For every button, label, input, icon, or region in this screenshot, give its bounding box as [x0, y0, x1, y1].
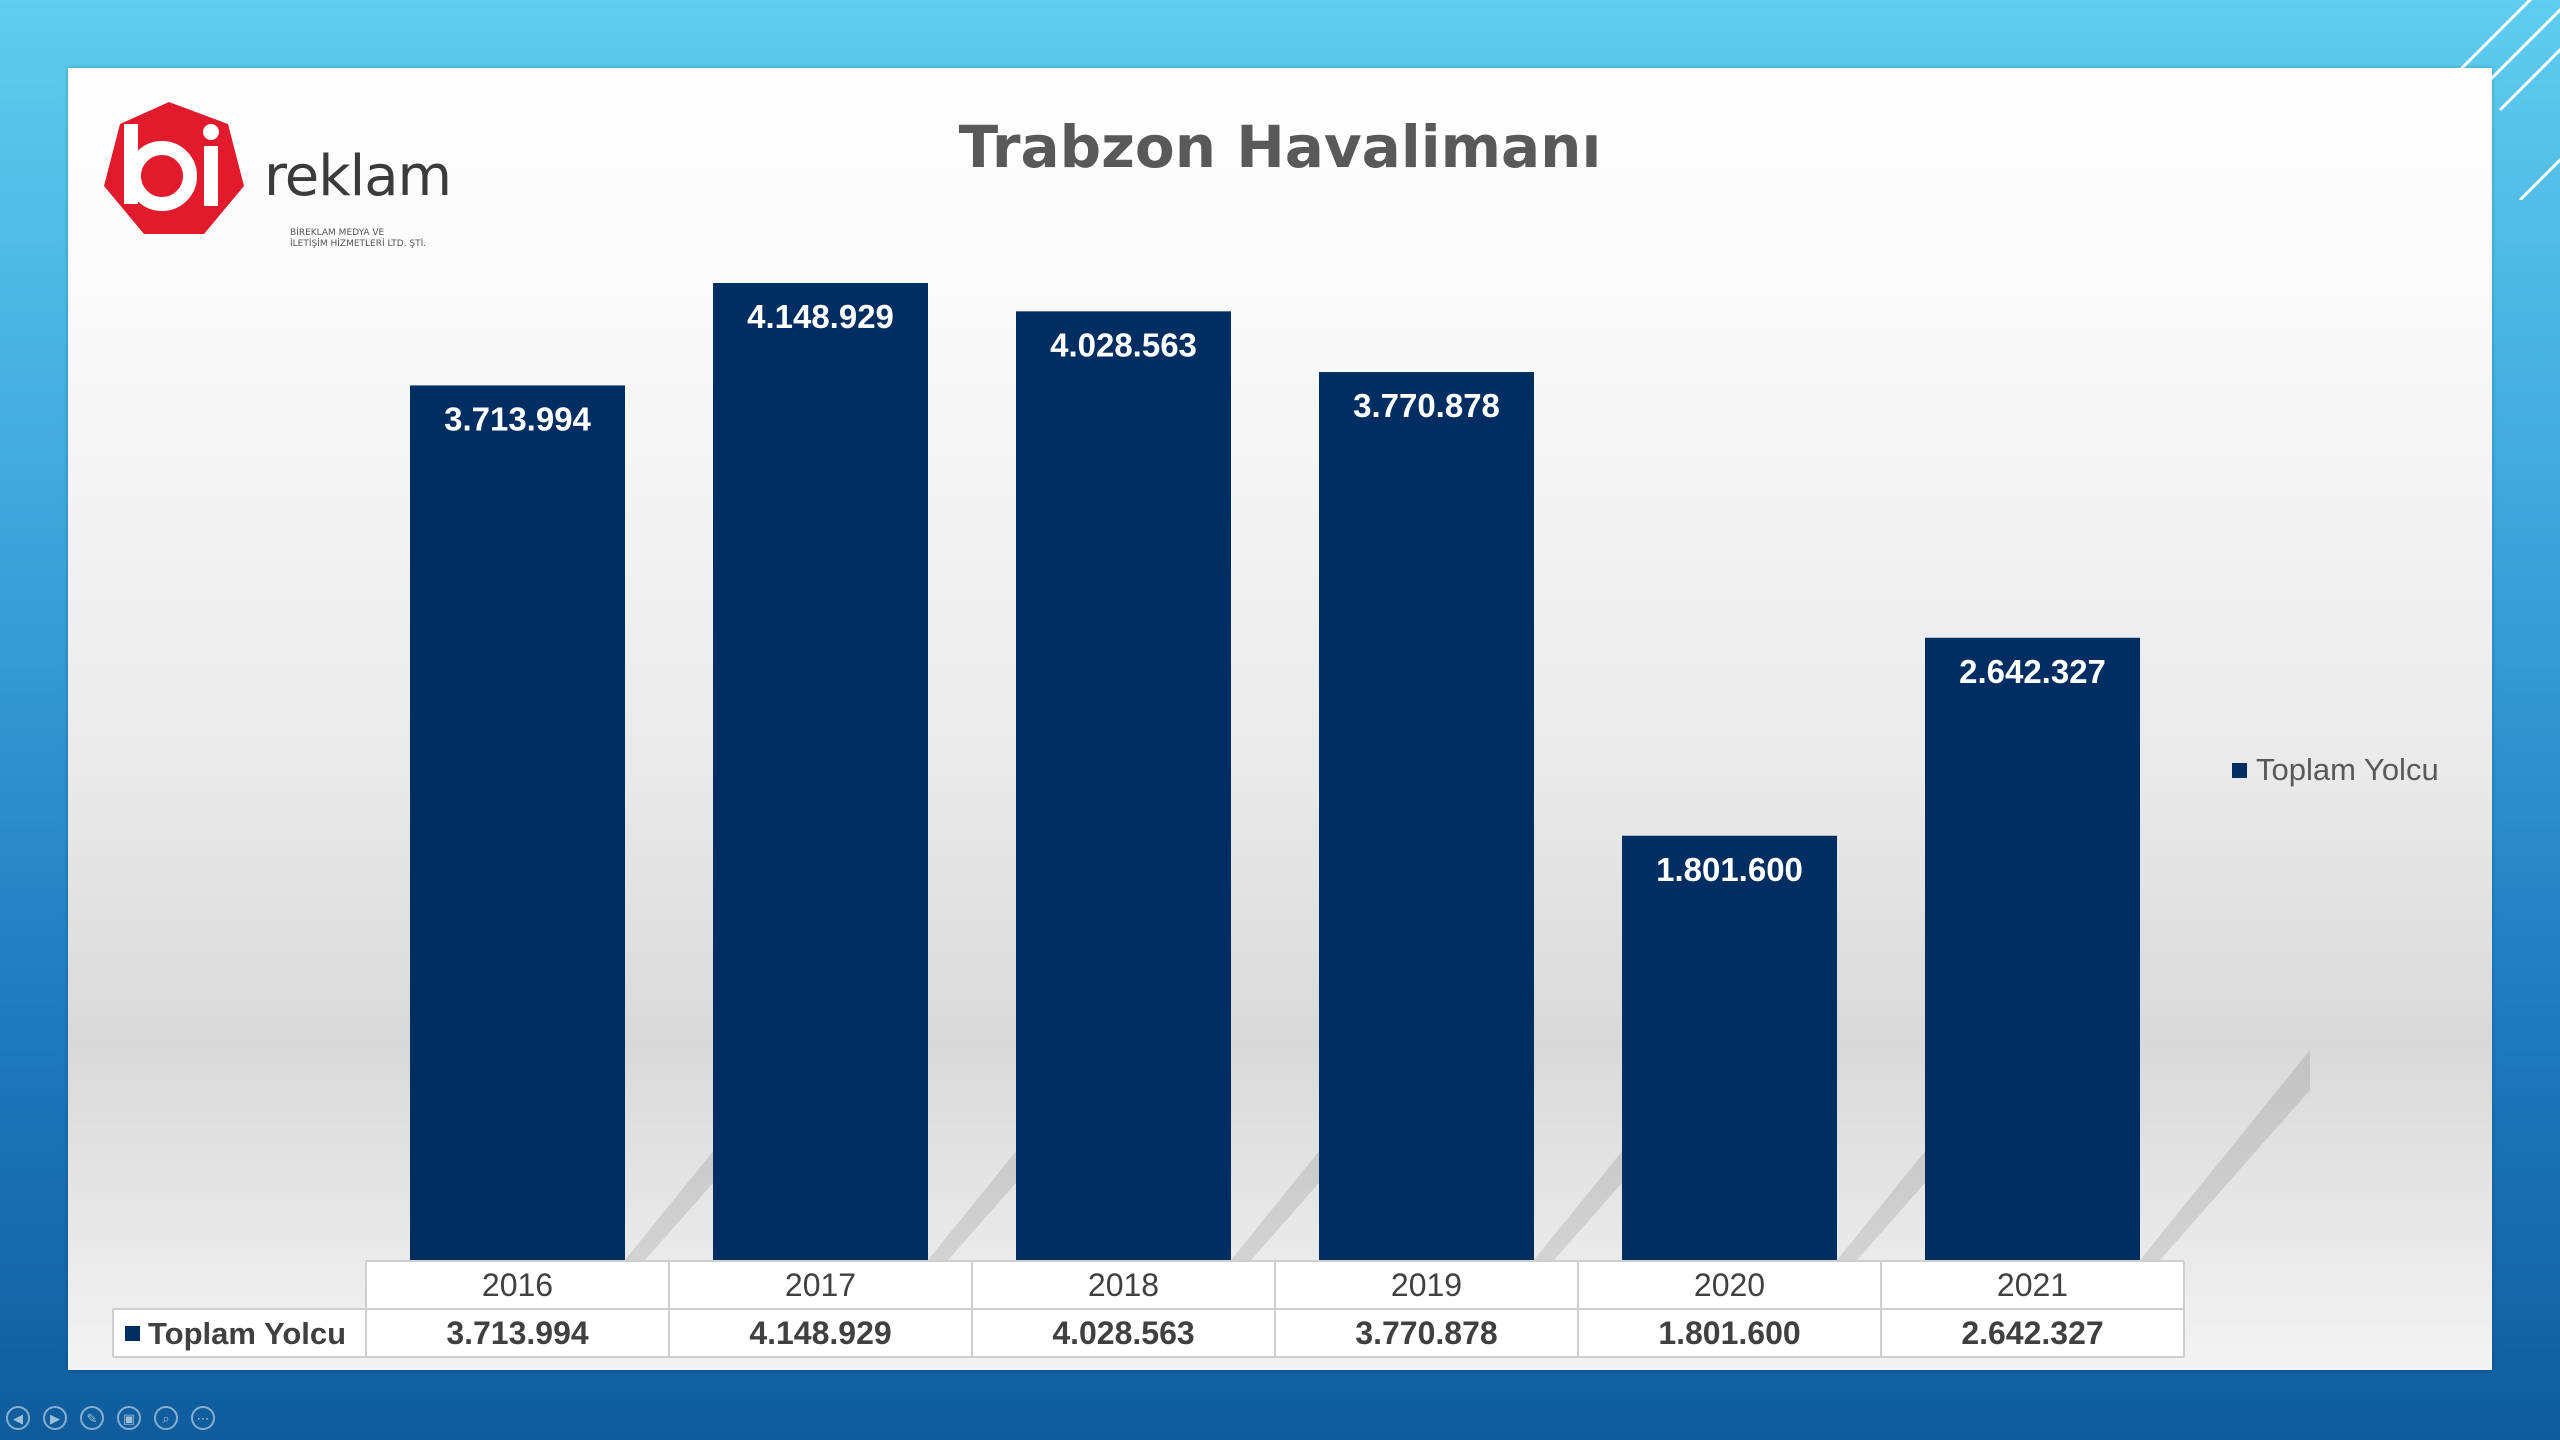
legend-label: Toplam Yolcu	[2256, 752, 2439, 787]
bireklam-logo-icon	[104, 102, 244, 234]
logo-tagline-line2: İLETİŞİM HİZMETLERİ LTD. ŞTİ.	[290, 239, 427, 249]
bar	[1622, 835, 1837, 1260]
logo-tagline-line1: BİREKLAM MEDYA VE	[290, 228, 385, 238]
corner-stripes	[2458, 0, 2560, 200]
zoom-icon[interactable]: ⌕	[154, 1406, 178, 1430]
table-value: 4.148.929	[749, 1315, 891, 1351]
table-legend-key	[125, 1326, 140, 1341]
bar	[713, 283, 928, 1260]
table-data-row	[113, 1309, 2184, 1357]
prev-icon[interactable]: ◀	[6, 1406, 30, 1430]
more-icon[interactable]: ⋯	[191, 1406, 215, 1430]
logo-tagline: BİREKLAM MEDYA VE İLETİŞİM HİZMETLERİ LT…	[290, 228, 426, 250]
table-category-label: 2017	[785, 1267, 856, 1303]
table-value: 2.642.327	[1961, 1315, 2103, 1351]
table-value: 1.801.600	[1658, 1315, 1800, 1351]
table-category-label: 2020	[1694, 1267, 1765, 1303]
table-category-label: 2018	[1088, 1267, 1159, 1303]
table-category-label: 2016	[482, 1267, 553, 1303]
chart-legend: Toplam Yolcu	[2232, 752, 2439, 788]
bar	[1319, 372, 1534, 1260]
bar-data-label: 3.713.994	[444, 400, 591, 437]
bar	[410, 385, 625, 1260]
table-category-label: 2019	[1391, 1267, 1462, 1303]
table-value: 3.770.878	[1355, 1315, 1497, 1351]
slideshow-controls: ◀ ▶ ✎ ▣ ⌕ ⋯	[6, 1406, 228, 1430]
brand-logo: reklam BİREKLAM MEDYA VE İLETİŞİM HİZMET…	[94, 94, 494, 254]
bar	[1016, 311, 1231, 1260]
bar-data-label: 3.770.878	[1353, 387, 1500, 424]
next-icon[interactable]: ▶	[43, 1406, 67, 1430]
legend-swatch	[2232, 762, 2247, 778]
table-value: 4.028.563	[1052, 1315, 1194, 1351]
table-category-label: 2021	[1997, 1267, 2068, 1303]
bar-data-label: 1.801.600	[1656, 851, 1803, 888]
logo-wordmark: reklam	[264, 144, 452, 209]
bar-data-label: 2.642.327	[1959, 653, 2106, 690]
bar	[1925, 637, 2140, 1260]
bar-shadow	[2140, 1050, 2310, 1260]
slides-icon[interactable]: ▣	[117, 1406, 141, 1430]
table-series-name: Toplam Yolcu	[148, 1316, 346, 1351]
pen-icon[interactable]: ✎	[80, 1406, 104, 1430]
chart-title: Trabzon Havalimanı	[958, 113, 1602, 181]
bar-data-label: 4.148.929	[747, 298, 894, 335]
table-value: 3.713.994	[446, 1315, 589, 1351]
bar-data-label: 4.028.563	[1050, 326, 1197, 363]
